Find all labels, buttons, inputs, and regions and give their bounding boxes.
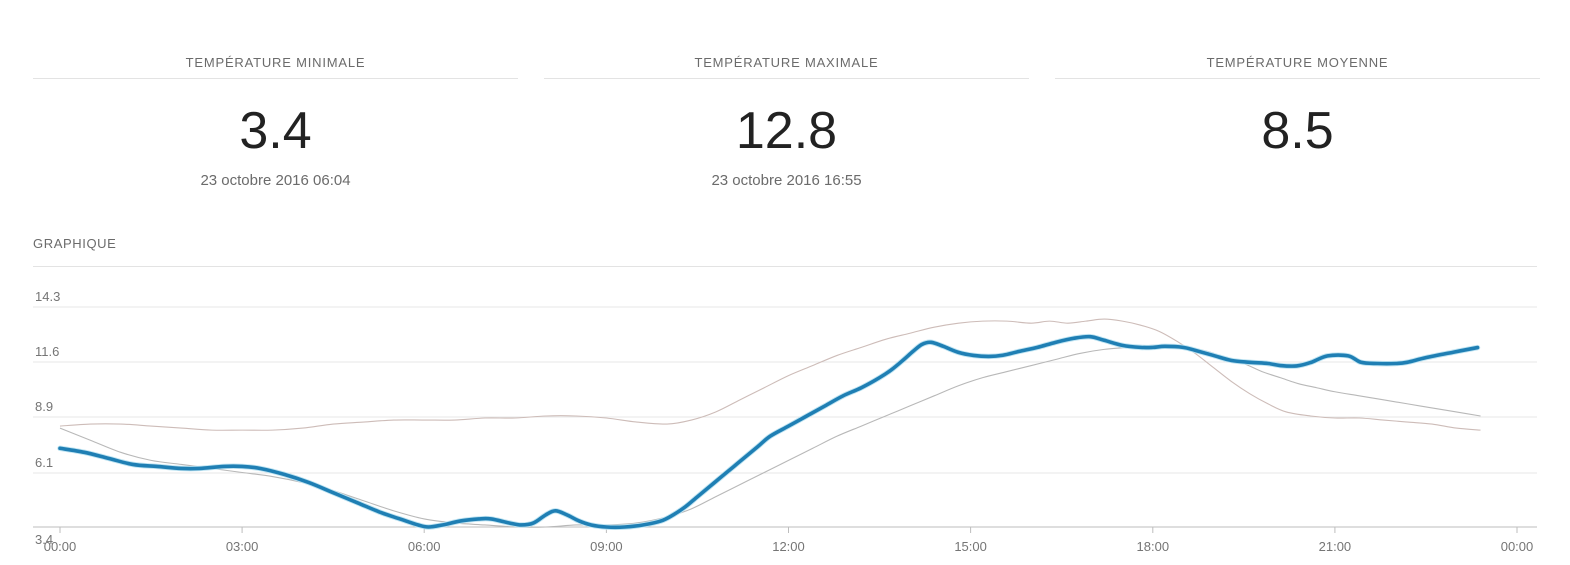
svg-text:14.3: 14.3 (35, 289, 60, 304)
svg-text:8.9: 8.9 (35, 399, 53, 414)
svg-text:15:00: 15:00 (954, 539, 987, 554)
svg-text:00:00: 00:00 (1501, 539, 1534, 554)
svg-text:6.1: 6.1 (35, 455, 53, 470)
svg-text:09:00: 09:00 (590, 539, 623, 554)
svg-text:11.6: 11.6 (35, 344, 59, 359)
svg-text:21:00: 21:00 (1319, 539, 1352, 554)
svg-text:03:00: 03:00 (226, 539, 259, 554)
svg-text:12:00: 12:00 (772, 539, 805, 554)
svg-text:18:00: 18:00 (1137, 539, 1170, 554)
svg-text:00:00: 00:00 (44, 539, 77, 554)
svg-text:06:00: 06:00 (408, 539, 441, 554)
